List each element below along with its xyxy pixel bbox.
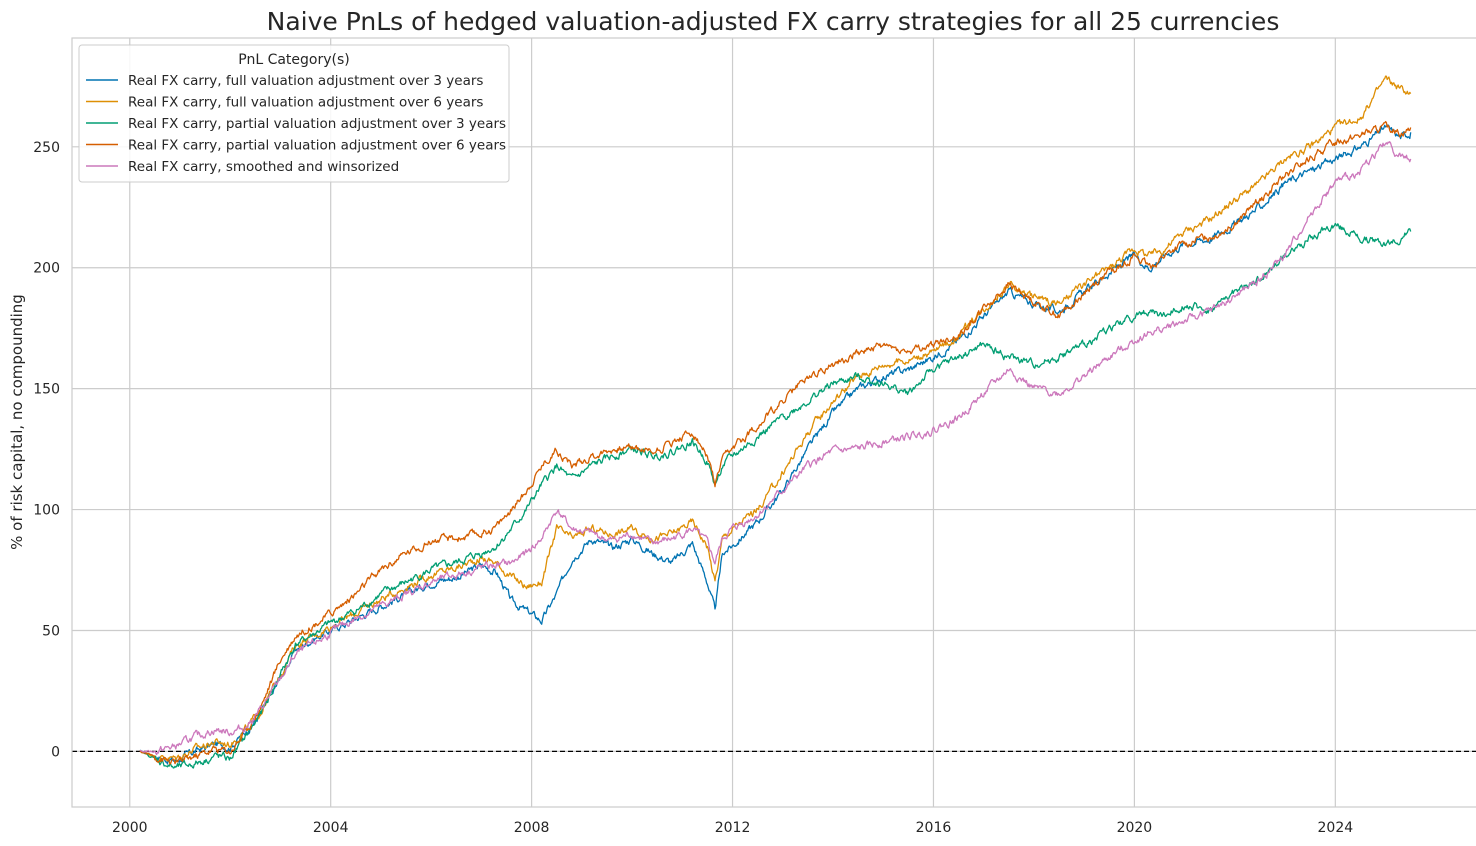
x-tick-label: 2000: [112, 820, 148, 836]
x-tick-labels: 2000 2004 2008 2012 2016 2020 2024: [112, 820, 1353, 836]
x-tick-label: 2020: [1117, 820, 1153, 836]
legend: PnL Category(s) Real FX carry, full valu…: [78, 44, 510, 183]
legend-box: [78, 44, 510, 183]
y-tick-label: 150: [33, 382, 60, 398]
y-tick-label: 100: [33, 503, 60, 519]
series-layer: [139, 75, 1412, 769]
series-line: [139, 75, 1412, 764]
legend-label: Real FX carry, full valuation adjustment…: [128, 73, 483, 89]
legend-items: Real FX carry, full valuation adjustment…: [86, 73, 506, 175]
y-tick-label: 250: [33, 140, 60, 156]
y-tick-label: 200: [33, 261, 60, 277]
x-tick-label: 2004: [313, 820, 349, 836]
x-tick-label: 2008: [514, 820, 550, 836]
legend-label: Real FX carry, full valuation adjustment…: [128, 95, 483, 111]
series-line: [139, 141, 1412, 756]
legend-title: PnL Category(s): [238, 52, 350, 68]
x-tick-label: 2024: [1318, 820, 1354, 836]
y-tick-label: 0: [51, 744, 60, 760]
y-axis-label: % of risk capital, no compounding: [8, 294, 26, 550]
legend-label: Real FX carry, partial valuation adjustm…: [128, 138, 506, 154]
legend-label: Real FX carry, smoothed and winsorized: [128, 159, 399, 175]
x-tick-label: 2012: [715, 820, 751, 836]
y-tick-labels: 0 50 100 150 200 250: [33, 140, 60, 761]
plot-frame: [71, 37, 1476, 808]
y-tick-label: 50: [42, 623, 60, 639]
legend-label: Real FX carry, partial valuation adjustm…: [128, 116, 506, 132]
x-tick-label: 2016: [916, 820, 952, 836]
chart-title: Naive PnLs of hedged valuation-adjusted …: [267, 7, 1280, 36]
series-line: [139, 120, 1412, 765]
series-line: [139, 222, 1412, 769]
